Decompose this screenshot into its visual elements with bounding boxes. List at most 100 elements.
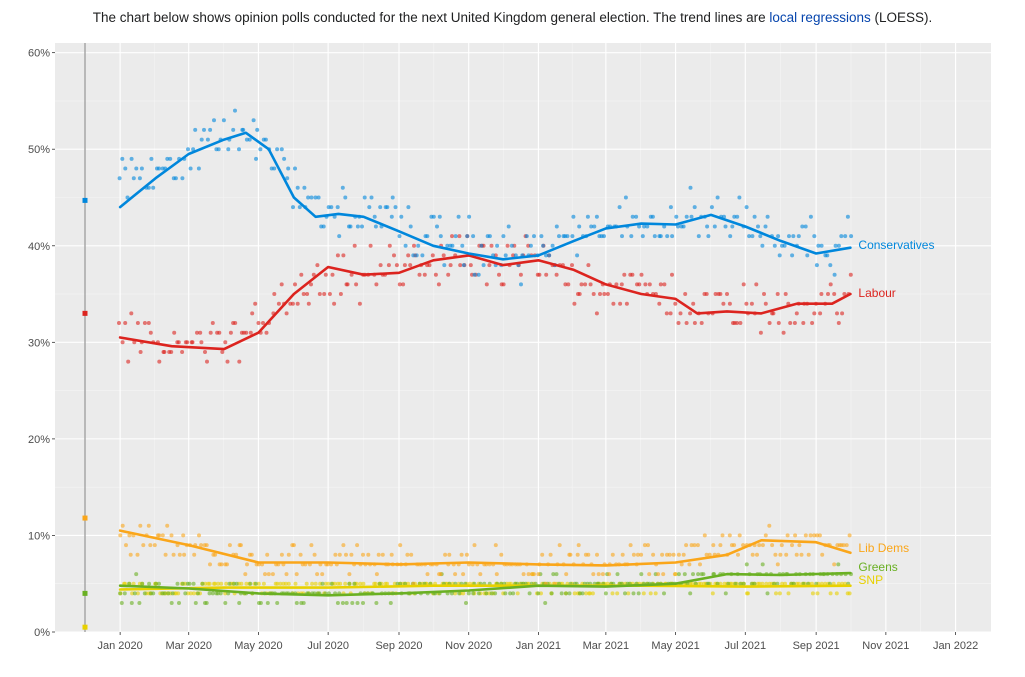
poll-point [126,359,131,364]
poll-point [385,581,390,586]
poll-point [626,591,631,596]
poll-point [785,533,790,538]
poll-point [670,272,674,277]
poll-point [583,282,588,287]
poll-point [536,572,541,577]
poll-point [275,581,280,586]
poll-point [447,552,452,557]
poll-point [166,591,171,596]
poll-point [337,552,342,557]
poll-point [445,243,450,248]
poll-point [425,234,430,239]
poll-point [395,581,400,586]
poll-point [732,543,737,548]
poll-point [692,543,697,548]
poll-point [349,272,354,277]
poll-point [770,543,775,548]
poll-point [536,591,541,596]
poll-point [433,272,438,277]
poll-point [285,176,290,181]
poll-point [765,591,770,596]
poll-point [841,543,846,548]
poll-point [446,272,451,277]
poll-point [676,224,680,229]
poll-point [137,176,142,181]
poll-point [495,243,500,248]
poll-point [335,205,340,210]
poll-point [405,552,410,557]
poll-point [588,282,593,287]
poll-point [796,581,801,586]
poll-point [275,147,280,152]
poll-point [270,572,275,577]
poll-point [760,562,765,567]
poll-point [607,572,612,577]
caption-text-after: (LOESS). [870,10,933,25]
poll-point [225,359,230,364]
poll-point [547,253,552,258]
poll-point [149,156,154,161]
poll-point [845,214,850,219]
poll-point [689,543,694,548]
poll-point [355,543,360,548]
poll-point [129,311,134,316]
poll-point [233,321,238,325]
poll-point [532,234,536,239]
y-tick-label: 30% [28,337,50,349]
poll-point [196,166,201,171]
poll-point [643,282,648,287]
loess-link[interactable]: local regressions [769,10,871,25]
poll-point [567,591,572,596]
poll-point [239,581,244,586]
poll-point [610,591,615,596]
poll-point [330,272,335,277]
poll-point [718,581,723,586]
poll-point [489,243,494,248]
poll-point [368,243,373,248]
poll-point [182,552,187,557]
poll-point [345,282,350,287]
poll-point [696,234,701,239]
poll-point [225,562,229,567]
poll-point [688,311,693,316]
poll-point [472,543,477,548]
poll-point [185,340,190,345]
poll-point [532,572,536,577]
poll-point [234,581,239,586]
poll-point [233,108,237,113]
poll-point [392,253,396,258]
poll-point [737,195,742,200]
poll-point [210,591,215,596]
poll-point [191,591,196,596]
poll-point [340,601,345,605]
poll-point [794,552,799,557]
poll-point [265,601,270,605]
series-label: Lib Dems [858,541,909,555]
poll-point [176,591,181,596]
poll-point [237,601,242,605]
poll-point [327,292,332,296]
poll-point [374,282,379,287]
poll-point [237,147,241,152]
poll-point [732,214,737,219]
poll-point [836,562,841,567]
poll-point [576,543,581,548]
poll-point [847,533,852,538]
poll-point [226,147,231,152]
poll-point [197,533,201,538]
poll-point [783,292,788,296]
poll-point [681,552,686,557]
poll-point [623,591,627,596]
poll-point [199,543,204,548]
poll-point [169,533,174,538]
poll-point [689,214,694,219]
poll-point [647,572,652,577]
poll-point [398,543,403,548]
poll-point [657,301,662,306]
poll-point [637,224,642,229]
poll-point [773,552,778,557]
poll-point [828,263,833,268]
poll-point [650,214,655,219]
poll-point [763,533,768,538]
